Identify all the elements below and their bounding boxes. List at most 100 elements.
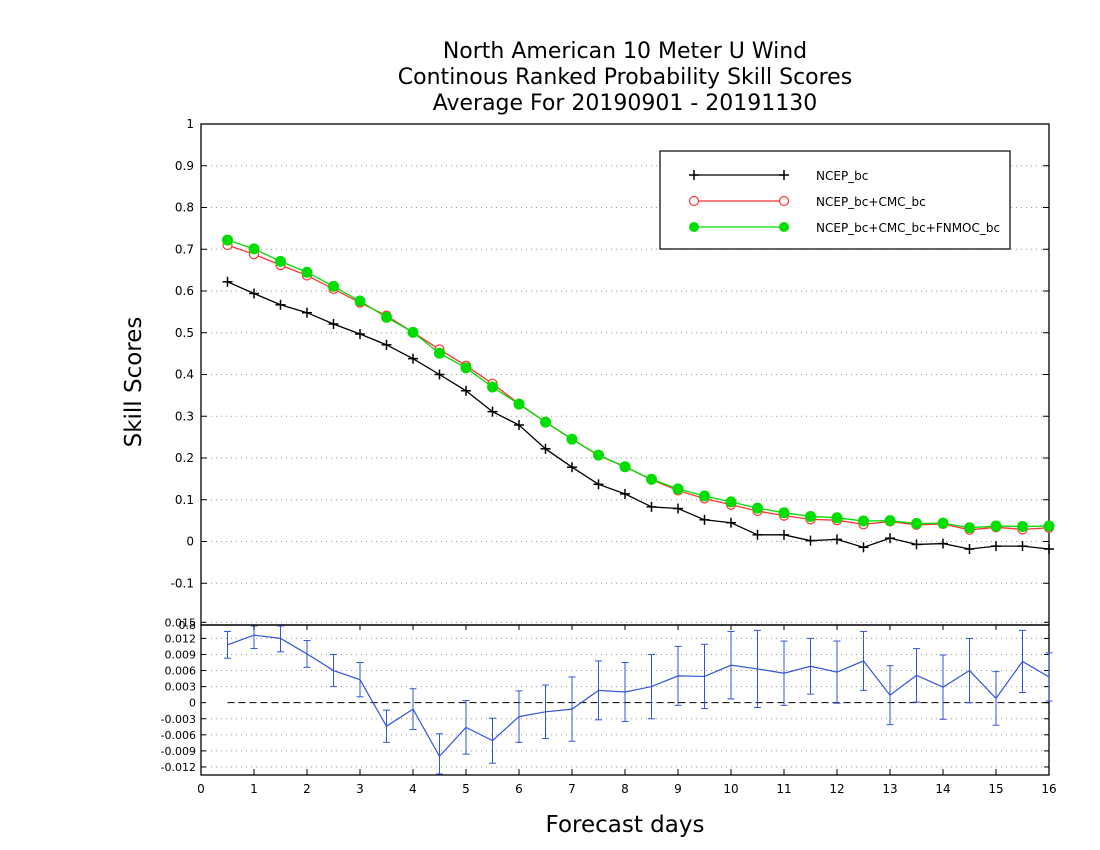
data-point	[1044, 544, 1054, 555]
data-point	[990, 520, 1002, 532]
y-tick-label: -0.003	[161, 713, 196, 726]
data-point	[540, 416, 551, 428]
legend-entry-3: NCEP_bc+CMC_bc+FNMOC_bc	[689, 221, 1000, 235]
y-tick-label: 0.1	[175, 493, 194, 507]
x-tick-label: 0	[197, 782, 205, 796]
data-point	[567, 462, 577, 473]
main-skill-panel: -0.1 0 0.1 0.2 0.3 0.4 0.5 0.6 0.7 0.8 0.9 1	[171, 117, 1055, 626]
data-point	[725, 496, 737, 508]
x-tick-label: 13	[882, 782, 897, 796]
data-point	[673, 503, 683, 514]
legend-label: NCEP_bc+CMC_bc+FNMOC_bc	[816, 221, 1000, 235]
chart-title-line-2: Continous Ranked Probability Skill Score…	[398, 65, 852, 90]
legend-entry-1: NCEP_bc	[689, 169, 868, 183]
data-point	[752, 502, 763, 514]
legend-marker	[688, 195, 700, 207]
y-axis-label: Skill Scores	[121, 317, 147, 448]
data-point	[593, 449, 604, 461]
y-tick-label: 0.5	[175, 326, 194, 340]
y-tick-label: 0.3	[175, 409, 194, 423]
data-point	[275, 255, 286, 267]
data-point	[938, 538, 948, 549]
data-point	[328, 318, 339, 329]
x-tick-label: 2	[303, 782, 311, 796]
data-point	[620, 488, 630, 499]
y-tick-label: 0.012	[165, 632, 197, 645]
data-point	[275, 299, 286, 310]
x-axis-label: Forecast days	[546, 812, 705, 838]
data-point	[566, 433, 578, 445]
data-point	[248, 243, 260, 255]
x-tick-label: 14	[935, 782, 950, 796]
data-point	[513, 398, 525, 410]
data-point	[434, 347, 445, 359]
data-point	[301, 266, 313, 278]
data-point	[222, 234, 233, 246]
difference-panel: -0.012 -0.009 -0.006 -0.003 0 0.003 0.006 0.009…	[161, 616, 1053, 776]
data-point	[911, 539, 922, 550]
chart-title-line-1: North American 10 Meter U Wind	[443, 39, 807, 64]
x-axis: 0 1 2 3 4 5 6 7 8 9 10 11 12 13 14 15 16	[197, 625, 1057, 796]
data-point	[831, 512, 843, 524]
legend: NCEP_bc NCEP_bc+CMC_bc NCEP_bc+CMC_bc+FNMO…	[659, 150, 1011, 250]
data-point	[885, 533, 895, 544]
y-tick-label: 0.2	[175, 451, 194, 465]
x-tick-label: 5	[462, 782, 470, 796]
data-point	[487, 406, 498, 417]
data-point	[514, 420, 524, 431]
data-point	[407, 326, 419, 338]
data-point	[381, 339, 392, 350]
data-point	[461, 385, 471, 396]
y-tick-label: -0.006	[161, 729, 196, 742]
data-point	[619, 461, 631, 473]
data-point	[593, 479, 604, 490]
chart-title-line-3: Average For 20190901 - 20191130	[433, 91, 818, 116]
data-point	[1043, 520, 1055, 532]
x-tick-label: 8	[621, 782, 629, 796]
data-point	[884, 515, 896, 527]
data-point	[937, 517, 949, 529]
y-tick-label: 0.9	[175, 159, 194, 173]
x-tick-label: 9	[674, 782, 682, 796]
data-point	[646, 501, 657, 512]
x-tick-label: 16	[1041, 782, 1056, 796]
data-point	[805, 535, 816, 546]
legend-box	[659, 150, 1011, 250]
series-1	[222, 276, 1054, 555]
y-tick-label: 0.003	[165, 681, 197, 694]
y-tick-label: 0.7	[175, 242, 194, 256]
y-tick-label: 0.006	[165, 665, 197, 678]
legend-label: NCEP_bc+CMC_bc	[816, 195, 926, 209]
y-tick-label: -0.012	[161, 761, 196, 774]
data-point	[672, 483, 684, 495]
data-point	[699, 490, 710, 502]
data-point	[328, 280, 339, 292]
x-tick-label: 7	[568, 782, 576, 796]
chart-title: North American 10 Meter U WindContinous …	[398, 39, 852, 116]
x-tick-label: 11	[776, 782, 791, 796]
legend-marker	[779, 222, 789, 232]
data-point	[1017, 541, 1028, 552]
data-point	[726, 517, 736, 528]
y-tick-label: 1	[186, 117, 194, 131]
data-point	[964, 544, 975, 555]
legend-entry-2: NCEP_bc+CMC_bc	[688, 195, 926, 209]
data-point	[858, 515, 869, 527]
data-point	[408, 353, 418, 364]
y-tick-label: -0.1	[171, 576, 194, 590]
data-point	[355, 329, 365, 340]
data-point	[832, 534, 842, 545]
y-tick-label: 0.015	[165, 616, 197, 629]
difference-line	[227, 634, 1050, 758]
data-point	[1017, 520, 1028, 532]
data-point	[858, 542, 869, 553]
legend-marker	[778, 195, 790, 207]
x-tick-label: 12	[829, 782, 844, 796]
data-point	[778, 507, 790, 519]
data-point	[805, 510, 816, 522]
data-point	[222, 276, 233, 287]
data-point	[991, 541, 1001, 552]
y-tick-label-top: 0.8	[179, 619, 197, 632]
y-tick-label: -0.009	[161, 745, 196, 758]
